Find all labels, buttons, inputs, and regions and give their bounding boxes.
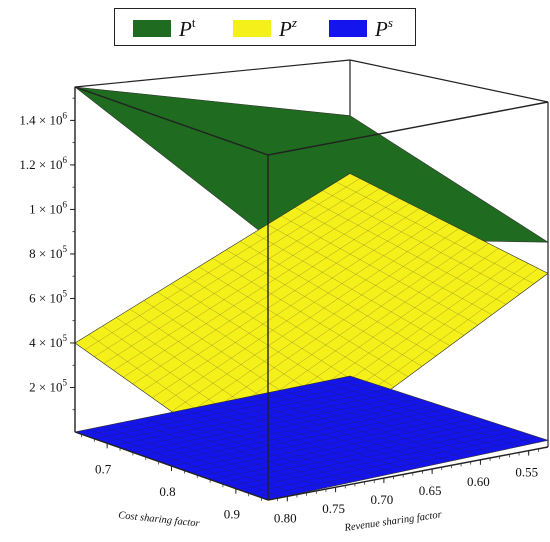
box-edge-bottom-right	[267, 446, 549, 501]
surface-ps	[73, 375, 550, 501]
cost-tick-label: 0.9	[224, 507, 240, 522]
mesh-line	[210, 420, 489, 480]
revenue-tick-label: 0.55	[515, 465, 538, 480]
legend: Pt Pz Ps	[114, 8, 416, 46]
revenue-tick-label: 0.60	[467, 474, 490, 489]
cost-axis-title: Cost sharing factor	[118, 510, 201, 530]
legend-label-pt: Pt	[179, 15, 196, 41]
box-edge-top-front	[74, 86, 269, 156]
mesh-line	[181, 228, 460, 419]
mesh-line	[308, 384, 507, 450]
mesh-line	[190, 414, 469, 474]
cost-tick-label: 0.8	[159, 484, 175, 499]
mesh-line	[253, 395, 451, 462]
z-tick-label: 1 × 106	[29, 199, 67, 216]
surface-fill	[75, 87, 548, 243]
mesh-line	[336, 378, 535, 444]
surface-pz	[74, 173, 549, 481]
mesh-line	[239, 241, 437, 357]
mesh-line	[294, 387, 493, 453]
mesh-line	[171, 407, 450, 467]
surfaces	[73, 86, 550, 501]
z-tick-label: 1.4 × 106	[19, 110, 67, 127]
mesh-line	[181, 411, 459, 470]
box-edge-top-left	[74, 59, 351, 88]
mesh-line	[229, 427, 509, 487]
legend-label-ps: Ps	[375, 15, 393, 41]
mesh-line	[294, 207, 493, 315]
mesh-line	[281, 389, 479, 456]
z-tick-label: 8 × 105	[29, 244, 67, 261]
mesh-line	[322, 190, 521, 295]
legend-swatch-pt	[133, 20, 171, 37]
box-edge-top-back	[349, 59, 549, 103]
mesh-line	[239, 430, 519, 491]
surface-pt	[73, 86, 550, 243]
revenue-axis-title: Revenue sharing factor	[343, 509, 443, 534]
revenue-tick-label: 0.75	[322, 501, 345, 516]
surface-fill	[75, 173, 548, 480]
mesh-line	[226, 249, 423, 367]
surface-outline	[73, 86, 550, 243]
revenue-tick-label: 0.80	[274, 510, 297, 525]
mesh-line	[308, 198, 507, 305]
mesh-line	[258, 436, 539, 497]
z-tick-label: 2 × 105	[29, 377, 67, 394]
mesh-line	[322, 381, 521, 447]
cost-tick-label: 0.7	[95, 461, 112, 476]
revenue-tick-label: 0.65	[419, 483, 442, 498]
mesh-line	[267, 392, 465, 459]
mesh-line	[248, 433, 529, 494]
mesh-line	[239, 398, 437, 465]
mesh-line	[336, 181, 535, 284]
axis-ticks: 2 × 105 4 × 105 6 × 105 8 × 105 1 × 106 1.2 ×…	[19, 97, 539, 525]
box-edge-top-right	[267, 101, 549, 156]
mesh-line	[226, 401, 423, 468]
z-tick-label: 6 × 105	[29, 288, 67, 305]
mesh-line	[253, 232, 451, 346]
mesh-line	[200, 417, 479, 477]
revenue-tick-label: 0.70	[370, 492, 393, 507]
legend-swatch-ps	[329, 20, 367, 37]
legend-label-pz: Pz	[279, 15, 297, 41]
mesh-line	[171, 223, 450, 412]
z-tick-label: 4 × 105	[29, 333, 67, 350]
mesh-line	[281, 215, 479, 326]
mesh-line	[190, 233, 469, 426]
legend-swatch-pz	[233, 20, 271, 37]
z-tick-label: 1.2 × 106	[19, 155, 67, 172]
mesh-line	[267, 224, 465, 336]
mesh-line	[219, 424, 499, 484]
